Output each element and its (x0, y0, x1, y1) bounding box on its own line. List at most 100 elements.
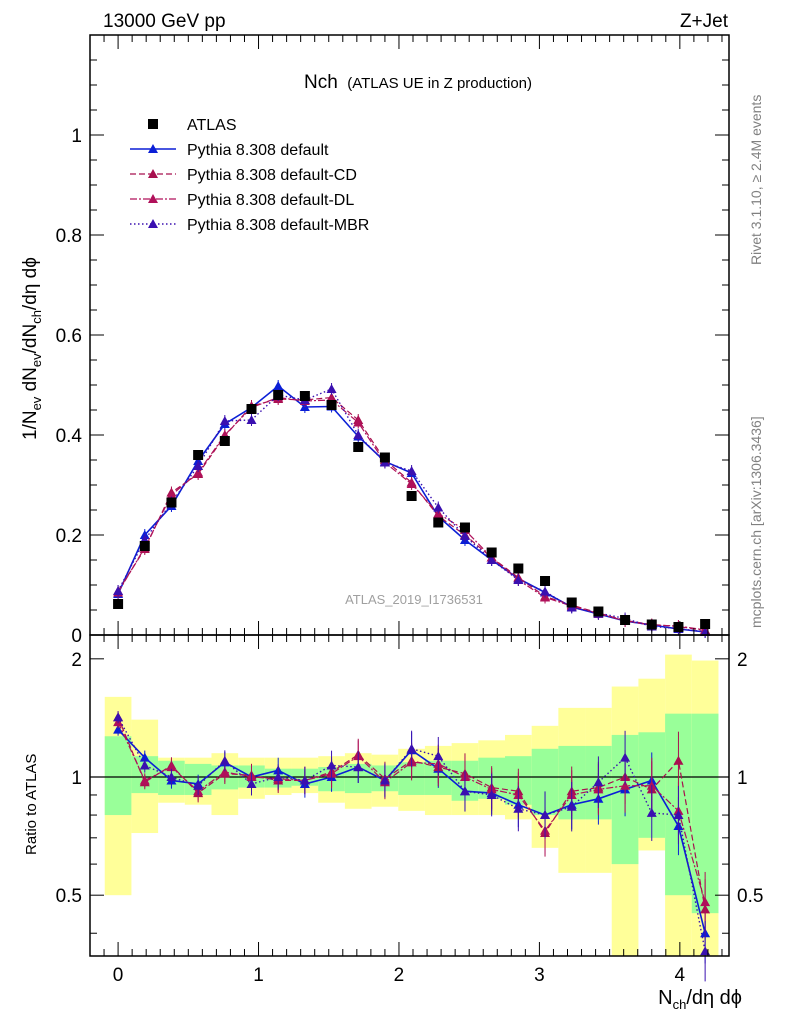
legend-label: Pythia 8.308 default-CD (187, 167, 357, 184)
main-marker (459, 531, 470, 540)
legend-item: Pythia 8.308 default-DL (130, 192, 354, 209)
legend-marker (148, 144, 158, 153)
header-left: 13000 GeV pp (103, 11, 226, 32)
ratio-panel-series (113, 711, 711, 982)
legend-marker (148, 219, 158, 228)
axes: 0 0.2 0.4 0.6 0.8 1 0 1 2 3 4 0.5 0.5 1 1 2 2 (56, 34, 763, 986)
main-y-tick-label: 0.2 (56, 526, 82, 547)
atlas-data-point (299, 391, 310, 401)
ratio-marker (646, 807, 657, 817)
ratio-marker (219, 766, 230, 776)
atlas-data-point (193, 450, 204, 460)
main-marker (513, 575, 524, 584)
ratio-marker (700, 897, 711, 907)
ratio-panel-frame (89, 634, 730, 957)
plot-title-main: Nch (304, 72, 338, 93)
ratio-marker (673, 755, 684, 765)
atlas-data-point (166, 497, 177, 508)
ratio-y-axis-label: Ratio to ATLAS (23, 754, 40, 855)
ratio-marker (540, 810, 551, 820)
atlas-data-point (406, 491, 417, 501)
ratio-marker (620, 752, 631, 762)
ratio-marker (273, 772, 284, 782)
atlas-data-point (379, 452, 390, 463)
ratio-marker (566, 801, 577, 811)
legend-label: Pythia 8.308 default-DL (187, 192, 354, 209)
ratio-marker (193, 780, 204, 790)
main-marker (326, 384, 337, 393)
legend-item: ATLAS (148, 117, 237, 134)
main-marker (406, 479, 417, 488)
rivet-version-label: Rivet 3.1.10, ≥ 2.4M events (748, 95, 764, 265)
legend-label: Pythia 8.308 default-MBR (187, 217, 369, 234)
main-marker (353, 417, 364, 427)
atlas-data-point (646, 619, 657, 630)
ratio-uncertainty-bands (90, 654, 729, 956)
main-y-tick-label: 0.4 (56, 426, 83, 447)
plot-title-sub: (ATLAS UE in Z production) (347, 75, 532, 92)
atlas-data-point (540, 576, 551, 586)
ratio-marker (379, 775, 390, 785)
legend: ATLAS Pythia 8.308 default Pythia 8.308 de… (130, 117, 369, 234)
atlas-data-point (246, 404, 257, 414)
legend-marker (148, 194, 158, 203)
ratio-marker (139, 775, 150, 785)
ratio-y-tick-label-left: 1 (71, 768, 82, 789)
x-tick-label: 0 (113, 965, 124, 986)
ratio-marker (486, 789, 497, 799)
ratio-band-inner (104, 736, 132, 816)
main-marker (273, 381, 284, 390)
main-y-axis-label: 1/Nev dNev/dNch/dη dϕ (20, 257, 44, 440)
main-y-tick-label: 0 (71, 626, 82, 647)
main-y-tick-label: 0.8 (56, 226, 82, 247)
main-marker (433, 502, 444, 512)
ratio-marker (219, 755, 230, 765)
x-tick-label: 1 (253, 965, 264, 986)
ratio-y-tick-label-right: 1 (737, 768, 748, 789)
ratio-marker (433, 751, 444, 761)
atlas-data-point (139, 541, 150, 551)
main-marker (353, 430, 364, 439)
main-marker (406, 466, 417, 475)
ratio-marker (246, 778, 257, 788)
main-marker (166, 490, 177, 499)
ratio-marker (299, 775, 310, 785)
header-right: Z+Jet (680, 11, 729, 32)
atlas-data-point (513, 563, 524, 574)
ratio-marker (166, 762, 177, 772)
legend-item: Pythia 8.308 default (130, 142, 329, 159)
ratio-marker (166, 772, 177, 782)
ratio-y-tick-label-right: 2 (737, 650, 748, 671)
atlas-data-point (273, 390, 284, 400)
main-marker (540, 586, 551, 596)
ratio-marker (353, 762, 364, 772)
main-marker (193, 461, 204, 470)
main-series-line (117, 396, 706, 632)
legend-marker (148, 169, 158, 178)
atlas-data-point (459, 522, 470, 533)
main-y-tick-label: 0.6 (56, 326, 82, 347)
mcplots-label: mcplots.cern.ch [arXiv:1306.3436] (748, 416, 764, 628)
ratio-marker (139, 760, 150, 770)
atlas-data-point (433, 517, 444, 528)
legend-marker (148, 119, 158, 129)
ratio-marker (406, 743, 417, 753)
main-marker (113, 586, 124, 595)
atlas-data-point (673, 622, 684, 632)
x-tick-label: 3 (534, 965, 545, 986)
legend-label: ATLAS (187, 117, 237, 134)
atlas-data-point (219, 436, 230, 446)
main-panel-series (113, 380, 711, 638)
main-marker (219, 416, 230, 425)
atlas-data-point (113, 599, 124, 609)
main-panel-frame (89, 34, 730, 636)
ratio-marker (326, 760, 337, 770)
atlas-data-point (700, 619, 711, 629)
legend-label: Pythia 8.308 default (187, 142, 329, 159)
ratio-marker (593, 777, 604, 787)
ratio-y-tick-label-left: 2 (71, 650, 82, 671)
main-marker (486, 555, 497, 564)
ratio-marker (113, 712, 124, 722)
ratio-marker (139, 752, 150, 762)
